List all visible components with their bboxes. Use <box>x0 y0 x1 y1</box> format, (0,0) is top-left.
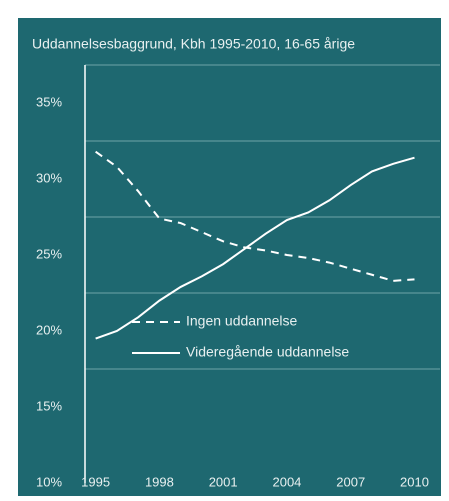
x-tick-label: 2004 <box>272 474 301 489</box>
line <box>95 156 415 340</box>
x-tick-label: 2001 <box>209 474 238 489</box>
chart-title: Uddannelsesbaggrund, Kbh 1995-2010, 16-6… <box>32 36 355 52</box>
y-tick-label: 25% <box>36 246 62 261</box>
y-tick-label: 10% <box>36 474 62 489</box>
y-tick-label: 30% <box>36 170 62 185</box>
line <box>95 150 415 282</box>
y-tick-label: 15% <box>36 398 62 413</box>
x-tick-label: 1998 <box>145 474 174 489</box>
chart-background <box>18 18 441 496</box>
x-tick-label: 1995 <box>81 474 110 489</box>
legend-label: Videregående uddannelse <box>186 344 349 360</box>
x-tick-label: 2007 <box>336 474 365 489</box>
x-tick-label: 2010 <box>400 474 429 489</box>
y-tick-label: 20% <box>36 322 62 337</box>
y-tick-label: 35% <box>36 94 62 109</box>
legend-label: Ingen uddannelse <box>186 313 298 329</box>
